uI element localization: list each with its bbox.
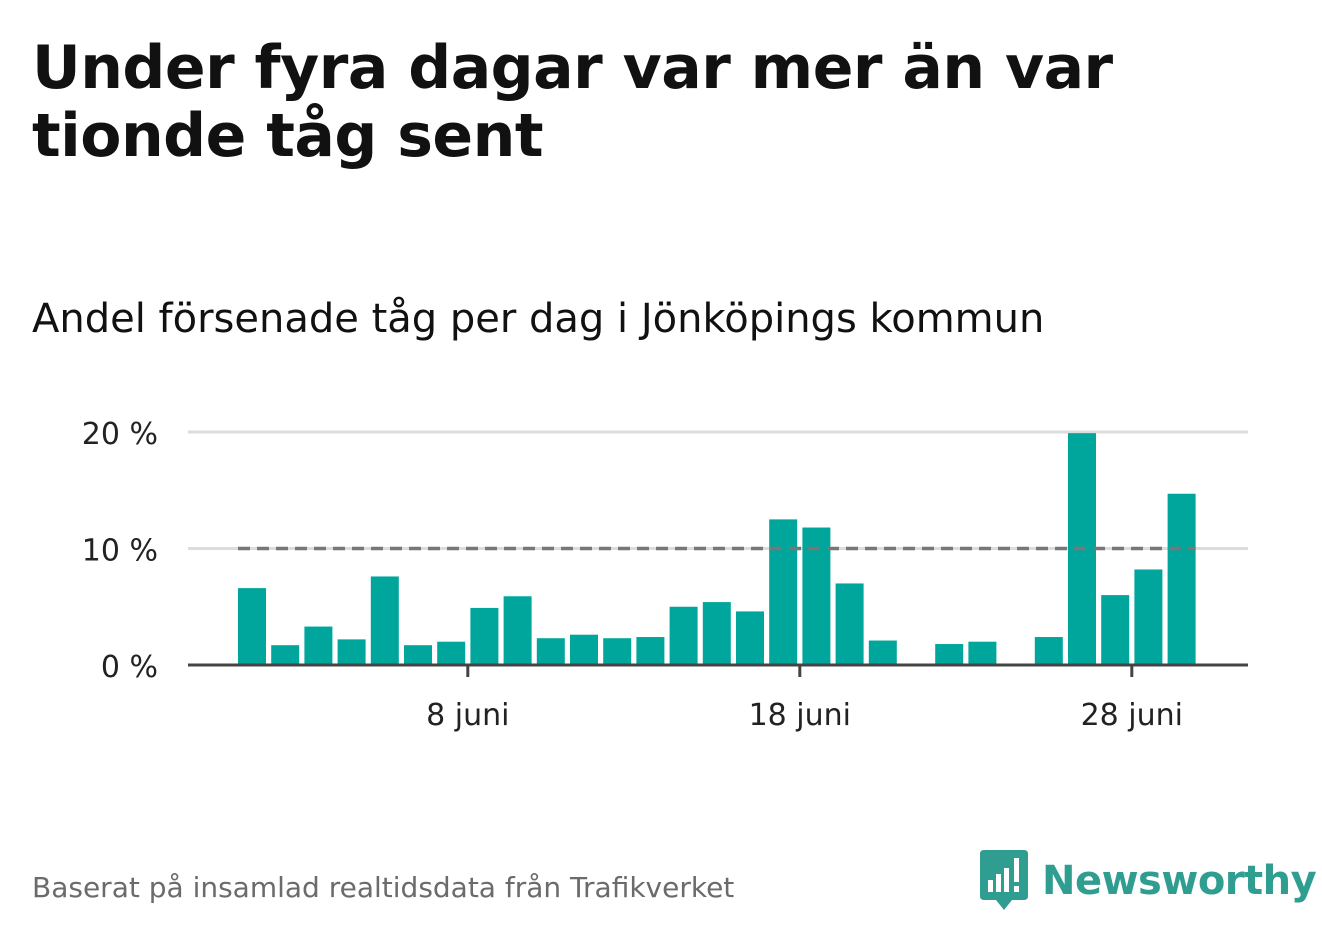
chart-title: Under fyra dagar var mer än var tionde t…	[32, 33, 1113, 171]
bar-day-16	[736, 611, 764, 665]
bar-day-20	[868, 640, 897, 665]
y-tick-label: 20 %	[82, 417, 158, 452]
bar-day-28	[1134, 569, 1163, 665]
bar-day-23	[968, 641, 997, 665]
bar-day-14	[669, 606, 698, 665]
chart-subtitle: Andel försenade tåg per dag i Jönköpings…	[32, 296, 1045, 342]
bar-day-12	[603, 638, 632, 665]
bar-day-10	[536, 638, 565, 665]
bar-day-7	[437, 641, 466, 665]
bar-day-8	[470, 607, 499, 665]
bar-day-11	[570, 634, 598, 665]
bar-day-3	[304, 626, 333, 665]
x-tick-label: 18 juni	[749, 698, 851, 733]
source-note: Baserat på insamlad realtidsdata från Tr…	[32, 871, 735, 904]
bar-chart-exclamation-icon	[980, 850, 1028, 910]
x-tick-label: 8 juni	[426, 698, 509, 733]
y-tick-label: 10 %	[82, 534, 158, 569]
brand-logo: Newsworthy	[978, 848, 1317, 914]
bar-day-17	[769, 519, 798, 665]
bar-day-2	[271, 645, 300, 665]
bar-day-29	[1167, 493, 1196, 665]
bar-day-18	[802, 527, 831, 665]
bar-day-4	[337, 639, 366, 665]
bar-day-22	[935, 644, 964, 665]
bar-day-1	[238, 588, 266, 665]
bar-day-15	[702, 602, 731, 665]
bar-day-19	[835, 583, 864, 665]
brand-name: Newsworthy	[1042, 858, 1317, 904]
x-tick-label: 28 juni	[1081, 698, 1183, 733]
bar-day-5	[370, 576, 399, 665]
bar-day-27	[1101, 595, 1130, 665]
bar-chart: 0 % 10 % 20 % 8 juni 18 juni 28 juni	[82, 417, 1248, 733]
bar-day-25	[1034, 637, 1063, 665]
y-tick-label: 0 %	[101, 650, 158, 685]
bar-day-6	[404, 645, 432, 665]
bar-day-13	[636, 637, 665, 665]
bar-day-9	[503, 596, 532, 665]
